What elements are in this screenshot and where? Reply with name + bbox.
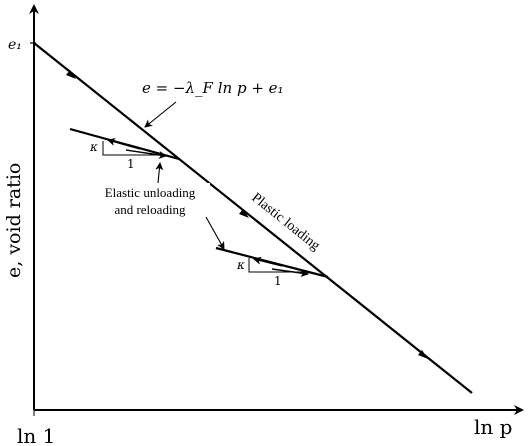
elastic-leader-2 — [205, 216, 225, 250]
ncl-arrowhead-3 — [418, 350, 428, 359]
elastic-label-line2: and reloading — [114, 202, 186, 217]
x-axis-label: ln p — [474, 415, 512, 439]
slope-run-2: 1 — [274, 274, 282, 288]
elastic-leader-1 — [155, 162, 164, 184]
unload-reload-line-2 — [215, 246, 329, 279]
ncl-arrowhead-2 — [239, 209, 249, 218]
slope-kappa-1: κ — [89, 140, 98, 154]
unload-arrow-1 — [107, 138, 141, 150]
y-intercept-label: e₁ — [8, 37, 22, 53]
ncl-arrowhead-1 — [66, 70, 76, 79]
ncl-arrowheads — [66, 70, 428, 359]
normal-consolidation-line — [33, 42, 473, 394]
ncl-equation-label: e = −λ_F ln p + e₁ — [142, 79, 284, 97]
elastic-label-line1: Elastic unloading — [105, 185, 196, 200]
slope-run-1: 1 — [127, 157, 135, 171]
slope-triangle-2 — [248, 258, 306, 273]
slope-kappa-2: κ — [236, 258, 245, 272]
slope-triangle-1 — [102, 141, 160, 156]
y-axis-label: e, void ratio — [3, 163, 25, 278]
equation-leader — [144, 101, 177, 128]
origin-label: ln 1 — [17, 424, 55, 446]
unload-arrow-2 — [253, 256, 283, 267]
